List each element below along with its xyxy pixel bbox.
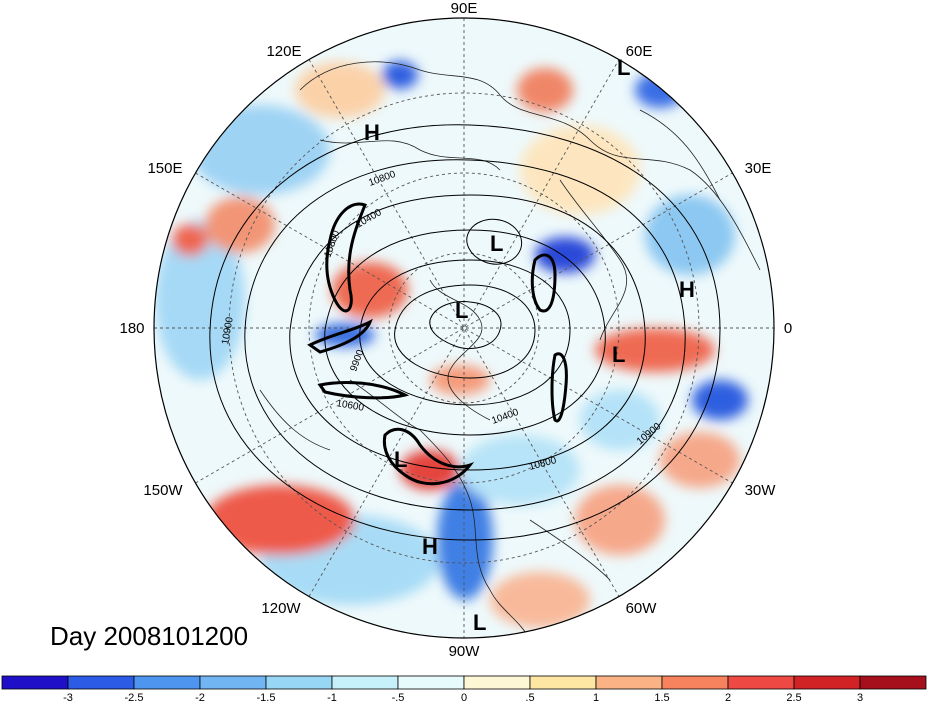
colorbar-swatch: [397, 675, 465, 690]
longitude-label-30w: 30W: [745, 482, 777, 499]
colorbar-swatch: [529, 675, 597, 690]
date-title: Day 2008101200: [50, 621, 248, 651]
pressure-center-label: L: [455, 298, 468, 323]
colorbar-swatch: [595, 675, 663, 690]
longitude-label-180: 180: [119, 320, 144, 337]
longitude-label-150w: 150W: [143, 482, 183, 499]
colorbar-tick-label: 3: [857, 692, 863, 702]
longitude-label-120e: 120E: [266, 43, 301, 60]
pressure-center-label: L: [612, 342, 625, 367]
colorbar-tick-label: -.5: [392, 692, 405, 702]
longitude-label-60w: 60W: [626, 600, 658, 617]
map-disk: [153, 17, 775, 639]
colorbar-tick-label: 2: [725, 692, 731, 702]
colorbar-tick-label: -1.5: [257, 692, 276, 702]
pressure-center-label: L: [490, 231, 503, 256]
pressure-center-label: L: [617, 55, 630, 80]
pressure-center-label: H: [679, 277, 695, 302]
colorbar-swatch: [265, 675, 333, 690]
colorbar-swatch: [67, 675, 135, 690]
coastlines: [259, 61, 761, 638]
colorbar-tick-label: -3: [63, 692, 73, 702]
contour-label: 10600: [335, 398, 365, 414]
colorbar-tick-label: 2.5: [786, 692, 801, 702]
colorbar-swatch: [199, 675, 267, 690]
colorbar-swatch: [859, 675, 927, 690]
colorbar-tick-label: .5: [525, 692, 534, 702]
longitude-labels: 90E 60E 30E 0 30W 60W 90W 120W 150W 180 …: [119, 0, 792, 660]
colorbar-swatch: [727, 675, 795, 690]
longitude-label-0: 0: [784, 320, 792, 337]
pressure-center-label: H: [422, 534, 438, 559]
contour-label: 10900: [220, 316, 236, 346]
colorbar-swatch: [331, 675, 399, 690]
pressure-center-label: L: [473, 610, 486, 635]
pressure-centers: L H L L H L L H L: [364, 55, 695, 635]
colorbar-swatch: [661, 675, 729, 690]
longitude-label-30e: 30E: [745, 160, 772, 177]
longitude-label-120w: 120W: [261, 600, 301, 617]
colorbar-tick-label: 1: [593, 692, 599, 702]
longitude-label-150e: 150E: [147, 160, 182, 177]
longitude-label-90w: 90W: [449, 643, 481, 660]
colorbar-swatch: [1, 675, 69, 690]
colorbar-tick-label: -2: [195, 692, 205, 702]
colorbar-tick-label: 0: [461, 692, 467, 702]
colorbar-swatch: [133, 675, 201, 690]
colorbar-tick-label: 1.5: [654, 692, 669, 702]
colorbar: -3 -2.5 -2 -1.5 -1 -.5 0 .5 1 1.5 2 2.5 3: [1, 675, 927, 702]
colorbar-tick-label: -2.5: [125, 692, 144, 702]
colorbar-swatch: [793, 675, 861, 690]
colorbar-swatch: [463, 675, 531, 690]
pressure-center-label: L: [394, 447, 407, 472]
pressure-center-label: H: [364, 120, 380, 145]
longitude-label-90e: 90E: [451, 0, 478, 17]
colorbar-tick-label: -1: [327, 692, 337, 702]
longitude-label-60e: 60E: [626, 43, 653, 60]
map-boundary: [153, 17, 775, 639]
height-contours: [209, 124, 721, 541]
